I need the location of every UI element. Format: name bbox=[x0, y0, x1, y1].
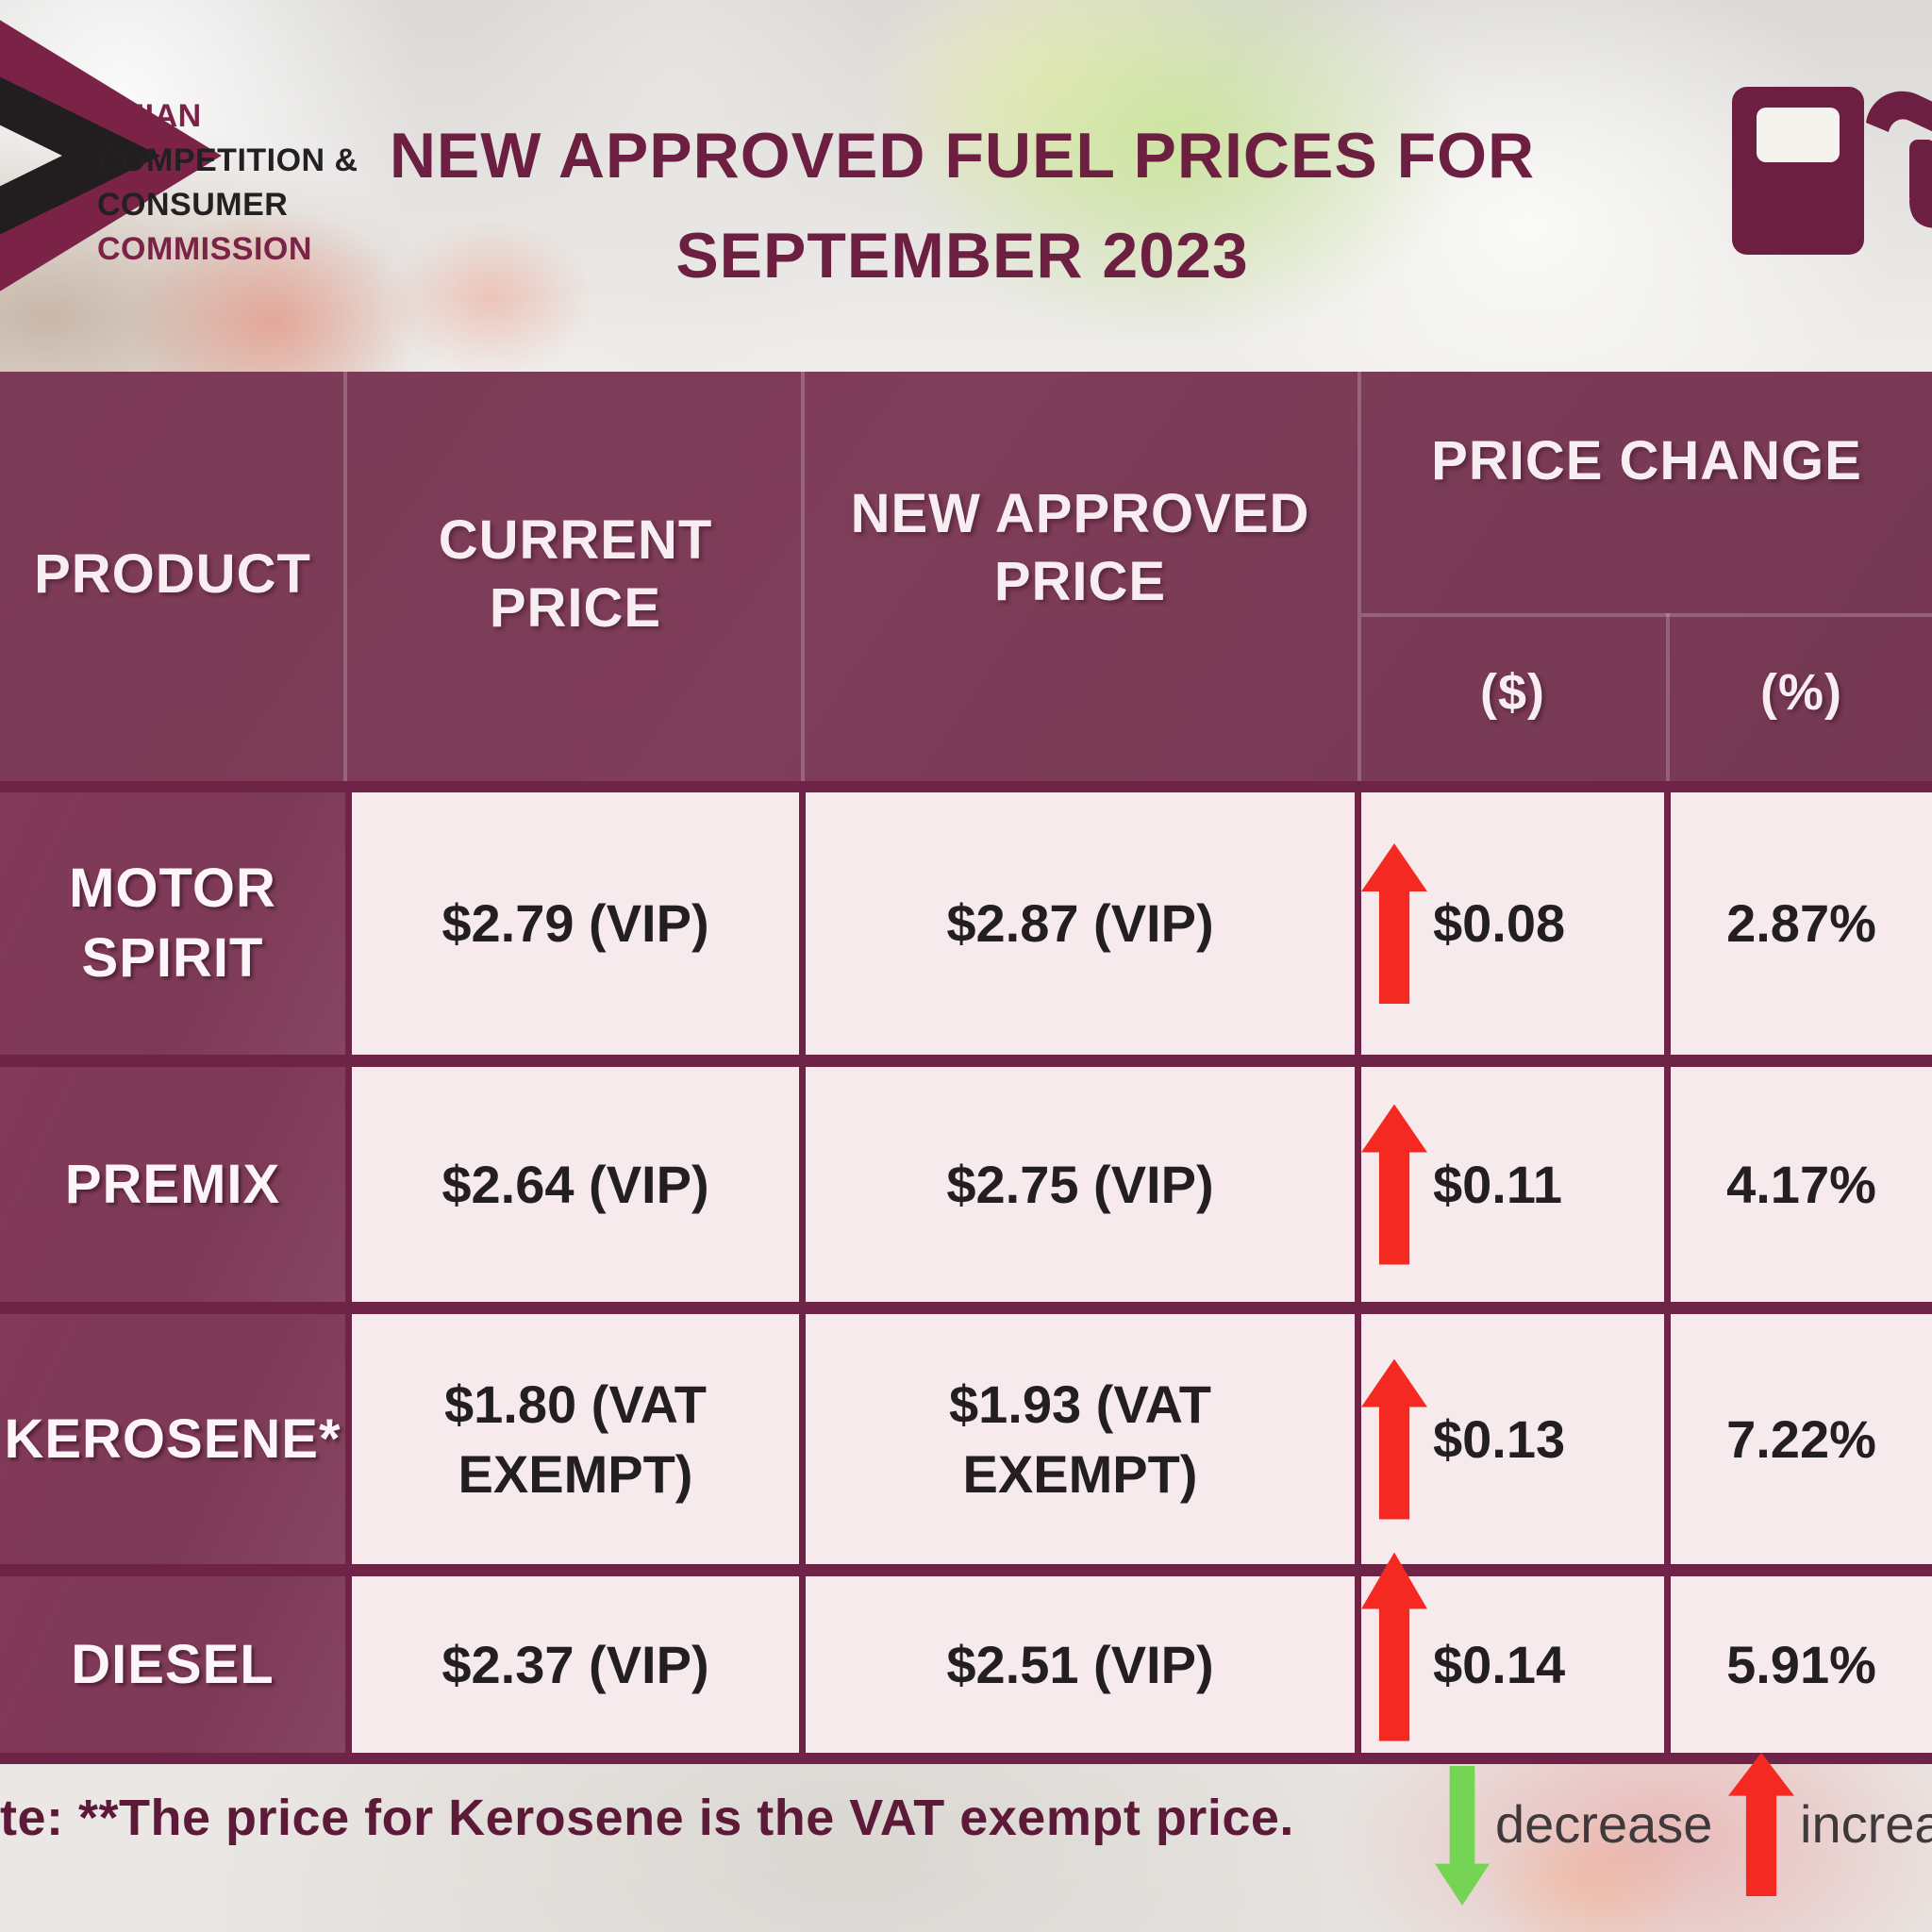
table-row-motor-spirit: MOTOR SPIRIT $2.79 (VIP) $2.87 (VIP) $0.… bbox=[0, 792, 1932, 1055]
price-change-percent: 7.22% bbox=[1671, 1314, 1932, 1564]
product-name: DIESEL bbox=[0, 1576, 345, 1753]
increase-arrow-icon bbox=[1361, 1552, 1427, 1741]
fccc-logo-text: FIJIAN COMPETITION & CONSUMER COMMISSION bbox=[97, 94, 358, 272]
legend-decrease-label: decrease bbox=[1495, 1794, 1713, 1854]
product-name: PREMIX bbox=[0, 1067, 345, 1302]
price-change-dollar-value: $0.11 bbox=[1433, 1154, 1563, 1214]
new-approved-price: $1.93 (VAT EXEMPT) bbox=[806, 1314, 1355, 1564]
increase-arrow-icon bbox=[1361, 1104, 1427, 1265]
column-header-change-percent: (%) bbox=[1760, 664, 1842, 721]
current-price: $2.64 (VIP) bbox=[352, 1067, 799, 1302]
fccc-logo-chevron-icon bbox=[0, 20, 222, 291]
table-header: PRODUCT CURRENT PRICE NEW APPROVED PRICE… bbox=[0, 372, 1932, 781]
column-header-product: PRODUCT bbox=[34, 543, 311, 605]
column-header-current-price: CURRENT PRICE bbox=[438, 509, 713, 639]
price-change-dollar: $0.14 bbox=[1361, 1552, 1664, 1753]
header-divider bbox=[1361, 613, 1932, 617]
new-approved-price: $2.75 (VIP) bbox=[806, 1067, 1355, 1302]
price-change-dollar-value: $0.13 bbox=[1433, 1408, 1566, 1469]
price-change-dollar-value: $0.14 bbox=[1433, 1634, 1566, 1694]
price-change-percent: 2.87% bbox=[1671, 792, 1932, 1055]
logo-line: COMMISSION bbox=[97, 231, 312, 267]
price-change-dollar: $0.08 bbox=[1361, 792, 1664, 1055]
new-approved-price: $2.51 (VIP) bbox=[806, 1576, 1355, 1753]
table-row-diesel: DIESEL $2.37 (VIP) $2.51 (VIP) $0.14 5.9… bbox=[0, 1552, 1932, 1753]
table-row-premix: PREMIX $2.64 (VIP) $2.75 (VIP) $0.11 4.1… bbox=[0, 1067, 1932, 1302]
current-price: $2.79 (VIP) bbox=[352, 792, 799, 1055]
table-row-kerosene: KEROSENE* $1.80 (VAT EXEMPT) $1.93 (VAT … bbox=[0, 1314, 1932, 1564]
column-header-new-approved-price: NEW APPROVED PRICE bbox=[850, 483, 1310, 612]
increase-arrow-icon bbox=[1361, 843, 1427, 1004]
table-body: MOTOR SPIRIT $2.79 (VIP) $2.87 (VIP) $0.… bbox=[0, 781, 1932, 1764]
price-change-dollar: $0.13 bbox=[1361, 1314, 1664, 1564]
header-divider bbox=[1666, 613, 1670, 781]
header-divider bbox=[343, 372, 347, 781]
product-name: KEROSENE* bbox=[0, 1314, 345, 1564]
column-header-price-change: PRICE CHANGE bbox=[1431, 430, 1862, 491]
price-change-dollar: $0.11 bbox=[1361, 1067, 1664, 1302]
logo-line: CONSUMER bbox=[97, 187, 289, 223]
price-change-percent: 5.91% bbox=[1671, 1576, 1932, 1753]
increase-arrow-icon bbox=[1361, 1358, 1427, 1520]
logo-line: COMPETITION & bbox=[97, 142, 358, 178]
column-header-change-dollar: ($) bbox=[1480, 664, 1545, 721]
header-divider bbox=[801, 372, 805, 781]
price-change-percent: 4.17% bbox=[1671, 1067, 1932, 1302]
current-price: $1.80 (VAT EXEMPT) bbox=[352, 1314, 799, 1564]
current-price: $2.37 (VIP) bbox=[352, 1576, 799, 1753]
product-name: MOTOR SPIRIT bbox=[0, 792, 345, 1055]
logo-line: FIJIAN bbox=[97, 98, 202, 134]
new-approved-price: $2.87 (VIP) bbox=[806, 792, 1355, 1055]
fuel-pump-icon bbox=[1732, 87, 1932, 255]
header-divider bbox=[1357, 372, 1361, 781]
price-change-dollar-value: $0.08 bbox=[1433, 893, 1566, 953]
legend-increase-label: increase bbox=[1800, 1794, 1932, 1854]
kerosene-note: te: **The price for Kerosene is the VAT … bbox=[0, 1790, 1294, 1846]
page-title: NEW APPROVED FUEL PRICES FOR SEPTEMBER 2… bbox=[389, 120, 1536, 291]
